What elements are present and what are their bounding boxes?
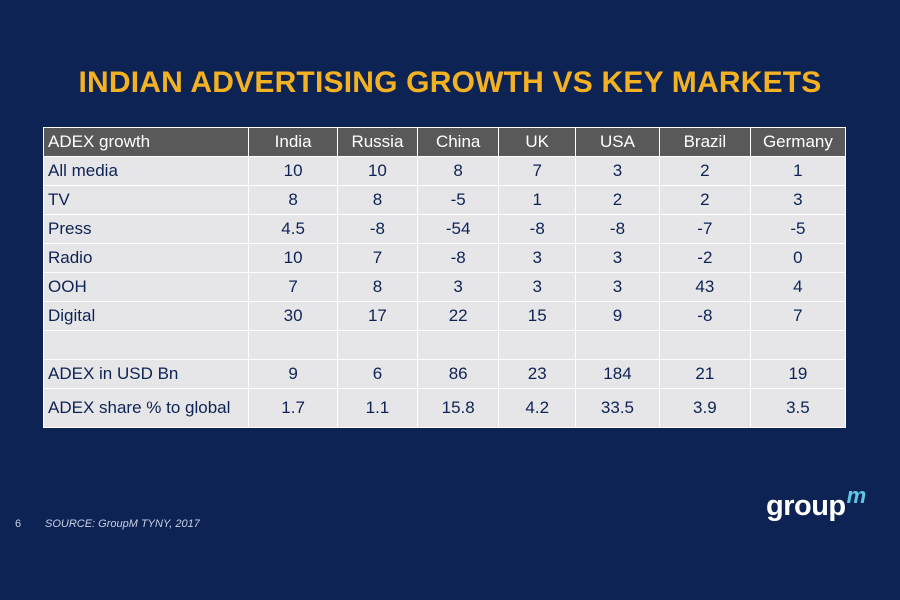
table-cell bbox=[749, 330, 847, 360]
header-russia: Russia bbox=[336, 127, 418, 157]
table-cell bbox=[42, 330, 250, 360]
table-cell: -54 bbox=[416, 214, 500, 244]
table-cell: 3.5 bbox=[749, 388, 847, 428]
table-cell: 1.7 bbox=[248, 388, 338, 428]
table-cell: 15 bbox=[498, 301, 577, 331]
table-cell: 7 bbox=[498, 156, 577, 186]
table-cell: 7 bbox=[336, 243, 418, 273]
header-adex-growth: ADEX growth bbox=[42, 127, 250, 157]
table-cell: 1.1 bbox=[336, 388, 418, 428]
table-cell: 9 bbox=[248, 359, 338, 389]
table-cell: 22 bbox=[416, 301, 500, 331]
table-cell: 10 bbox=[248, 156, 338, 186]
table-cell: 9 bbox=[575, 301, 660, 331]
header-usa: USA bbox=[575, 127, 660, 157]
table-cell: 2 bbox=[658, 185, 751, 215]
table-header-row: ADEX growth India Russia China UK USA Br… bbox=[42, 127, 847, 157]
table-cell bbox=[658, 330, 751, 360]
row-label: Radio bbox=[42, 243, 250, 273]
header-china: China bbox=[416, 127, 500, 157]
table-row: Radio 10 7 -8 3 3 -2 0 bbox=[42, 243, 847, 273]
adex-growth-table: ADEX growth India Russia China UK USA Br… bbox=[42, 127, 847, 428]
page-number: 6 bbox=[15, 518, 22, 530]
table-cell: 4 bbox=[749, 272, 847, 302]
table-cell bbox=[336, 330, 418, 360]
table-cell: 21 bbox=[658, 359, 751, 389]
table-row: TV 8 8 -5 1 2 2 3 bbox=[42, 185, 847, 215]
table-cell bbox=[248, 330, 338, 360]
row-label: Digital bbox=[42, 301, 250, 331]
header-germany: Germany bbox=[749, 127, 847, 157]
row-label: ADEX share % to global bbox=[42, 388, 250, 428]
row-label: Press bbox=[42, 214, 250, 244]
table-cell: 19 bbox=[749, 359, 847, 389]
header-brazil: Brazil bbox=[658, 127, 751, 157]
table-row: Digital 30 17 22 15 9 -8 7 bbox=[42, 301, 847, 331]
row-label: ADEX in USD Bn bbox=[42, 359, 250, 389]
table-row: All media 10 10 8 7 3 2 1 bbox=[42, 156, 847, 186]
table-cell: 3.9 bbox=[658, 388, 751, 428]
table-cell: -8 bbox=[575, 214, 660, 244]
table-cell: 3 bbox=[575, 272, 660, 302]
table-row: Press 4.5 -8 -54 -8 -8 -7 -5 bbox=[42, 214, 847, 244]
table-cell: 8 bbox=[416, 156, 500, 186]
table-cell: 184 bbox=[575, 359, 660, 389]
table-cell: -2 bbox=[658, 243, 751, 273]
table-cell bbox=[575, 330, 660, 360]
row-label: TV bbox=[42, 185, 250, 215]
table-cell: 8 bbox=[336, 272, 418, 302]
table-cell: 6 bbox=[336, 359, 418, 389]
table-cell: 3 bbox=[416, 272, 500, 302]
row-label: All media bbox=[42, 156, 250, 186]
table-cell: 17 bbox=[336, 301, 418, 331]
row-label: OOH bbox=[42, 272, 250, 302]
table-cell: 2 bbox=[658, 156, 751, 186]
table-cell: -8 bbox=[498, 214, 577, 244]
logo-superscript: m bbox=[846, 483, 867, 508]
table-cell: 1 bbox=[498, 185, 577, 215]
table-cell bbox=[416, 330, 500, 360]
table-cell: 4.2 bbox=[498, 388, 577, 428]
table-cell: 3 bbox=[498, 272, 577, 302]
table-cell: -5 bbox=[416, 185, 500, 215]
table-row: ADEX share % to global 1.7 1.1 15.8 4.2 … bbox=[42, 388, 847, 428]
table-row: OOH 7 8 3 3 3 43 4 bbox=[42, 272, 847, 302]
logo-text: group bbox=[766, 490, 846, 522]
groupm-logo: groupm bbox=[766, 483, 866, 523]
table-cell: 10 bbox=[248, 243, 338, 273]
table-cell bbox=[498, 330, 577, 360]
table-row: ADEX in USD Bn 9 6 86 23 184 21 19 bbox=[42, 359, 847, 389]
table-cell: -8 bbox=[658, 301, 751, 331]
table-cell: 7 bbox=[749, 301, 847, 331]
source-note: SOURCE: GroupM TYNY, 2017 bbox=[45, 518, 200, 530]
table-cell: 3 bbox=[498, 243, 577, 273]
table-cell: 7 bbox=[248, 272, 338, 302]
table-cell: 0 bbox=[749, 243, 847, 273]
table-cell: 23 bbox=[498, 359, 577, 389]
table-cell: 4.5 bbox=[248, 214, 338, 244]
table-cell: -7 bbox=[658, 214, 751, 244]
table-cell: 43 bbox=[658, 272, 751, 302]
table-cell: 3 bbox=[749, 185, 847, 215]
table-cell: 33.5 bbox=[575, 388, 660, 428]
table-cell: 1 bbox=[749, 156, 847, 186]
table-cell: 30 bbox=[248, 301, 338, 331]
header-uk: UK bbox=[498, 127, 577, 157]
table-cell: -5 bbox=[749, 214, 847, 244]
table-cell: 2 bbox=[575, 185, 660, 215]
table-cell: 3 bbox=[575, 156, 660, 186]
table-cell: 10 bbox=[336, 156, 418, 186]
header-india: India bbox=[248, 127, 338, 157]
table-cell: -8 bbox=[416, 243, 500, 273]
table-cell: 8 bbox=[336, 185, 418, 215]
table-cell: 8 bbox=[248, 185, 338, 215]
slide-title: INDIAN ADVERTISING GROWTH VS KEY MARKETS bbox=[78, 66, 822, 99]
table-cell: 3 bbox=[575, 243, 660, 273]
table-cell: -8 bbox=[336, 214, 418, 244]
table-row-spacer bbox=[42, 330, 847, 360]
table-cell: 86 bbox=[416, 359, 500, 389]
table-cell: 15.8 bbox=[416, 388, 500, 428]
